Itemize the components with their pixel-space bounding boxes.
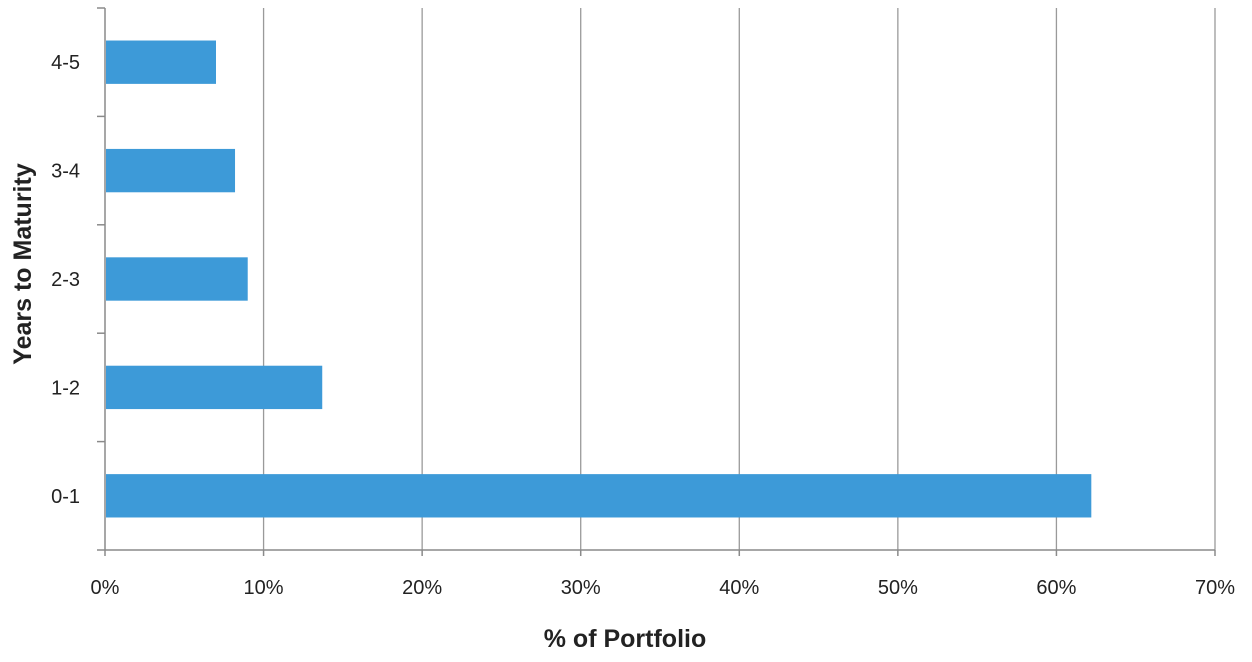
y-tick-label: 2-3 [51,269,80,291]
bars [106,40,1092,518]
tick-labels: 0% 10% 20% 30% 40% 50% 60% 70% 4-5 3-4 2-3 1-2 0-1 [51,52,1235,599]
x-tick-label: 30% [561,577,601,599]
x-tick-label: 60% [1036,577,1076,599]
x-tick-label: 50% [878,577,918,599]
axes [97,7,1216,556]
gridlines [262,8,1216,550]
bar-1-2 [106,365,323,410]
y-tick-label: 0-1 [51,486,80,508]
bar-3-4 [106,148,236,193]
y-tick-label: 1-2 [51,377,80,399]
x-tick-label: 20% [402,577,442,599]
bar-4-5 [106,40,216,84]
y-tick-label: 4-5 [51,52,80,74]
bar-2-3 [106,257,248,301]
y-tick-label: 3-4 [51,161,80,183]
bar-0-1 [106,474,1092,518]
y-axis-title: Years to Maturity [9,163,37,365]
x-tick-label: 10% [244,577,284,599]
x-axis-title: % of Portfolio [544,625,706,653]
x-tick-label: 70% [1195,577,1235,599]
x-tick-label: 40% [719,577,759,599]
x-tick-label: 0% [91,577,120,599]
